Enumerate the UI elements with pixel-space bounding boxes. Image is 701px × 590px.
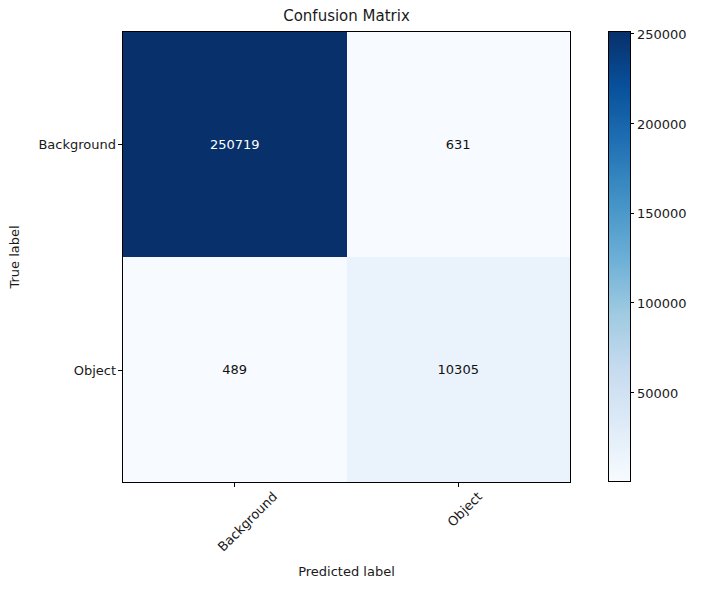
colorbar-tick-mark: 50000 [630, 392, 634, 393]
colorbar-tick-mark: 150000 [630, 213, 634, 214]
confusion-matrix-figure: Confusion Matrix 250719 631 489 10305 Ba… [0, 0, 701, 590]
cell-true-background-pred-object: 631 [347, 32, 571, 257]
x-tick-label-object: Object [444, 489, 485, 530]
x-tick-label-background: Background [215, 489, 280, 554]
x-tick-mark [458, 483, 459, 487]
cell-value: 489 [123, 257, 347, 482]
colorbar: 50000 100000 150000 200000 250000 [608, 31, 631, 482]
y-tick-mark [118, 370, 122, 371]
cell-true-background-pred-background: 250719 [123, 32, 347, 257]
colorbar-tick-label: 100000 [637, 295, 687, 310]
colorbar-tick-label: 150000 [637, 206, 687, 221]
cell-value: 10305 [347, 257, 571, 482]
colorbar-gradient [609, 32, 630, 481]
colorbar-tick-mark: 100000 [630, 302, 634, 303]
y-tick-label-object: Object [74, 363, 116, 378]
cell-true-object-pred-background: 489 [123, 257, 347, 482]
colorbar-tick-label: 250000 [637, 26, 687, 41]
y-axis-label: True label [7, 222, 23, 292]
colorbar-tick-label: 50000 [637, 385, 678, 400]
cell-value: 631 [347, 32, 571, 257]
colorbar-tick-mark: 200000 [630, 123, 634, 124]
y-tick-mark [118, 144, 122, 145]
x-tick-mark [234, 483, 235, 487]
cell-true-object-pred-object: 10305 [347, 257, 571, 482]
colorbar-tick-label: 200000 [637, 116, 687, 131]
cell-value: 250719 [123, 32, 347, 257]
y-tick-label-background: Background [38, 137, 116, 152]
x-axis-label: Predicted label [122, 564, 571, 579]
colorbar-tick-mark: 250000 [630, 33, 634, 34]
chart-title: Confusion Matrix [122, 7, 571, 25]
heatmap-axes: 250719 631 489 10305 [122, 31, 571, 483]
